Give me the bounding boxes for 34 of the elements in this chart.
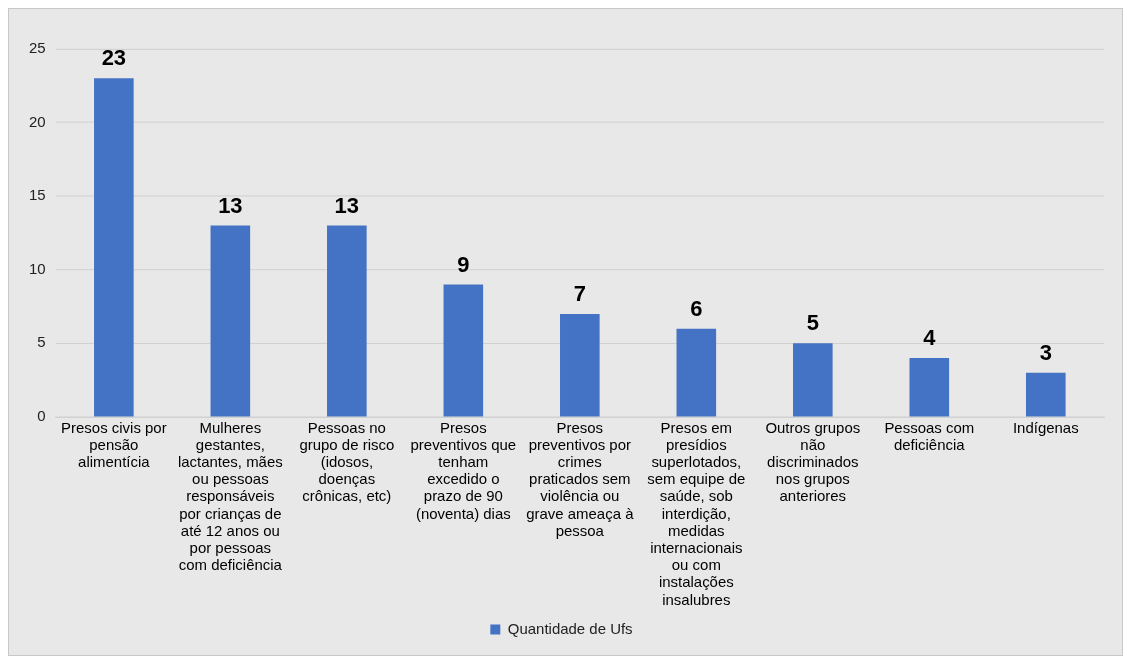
x-tick-label: Outros grupos não discriminados nos grupos anteriores — [765, 418, 861, 505]
x-tick-label: Pessoas no grupo de risco (idosos, doenças crônicas, etc) — [299, 418, 395, 505]
y-tick-label: 0 — [37, 407, 46, 425]
data-label: 5 — [806, 310, 819, 336]
y-tick-label: 15 — [28, 186, 46, 204]
data-label: 6 — [690, 295, 703, 321]
bar — [560, 313, 600, 417]
data-label: 13 — [218, 192, 243, 218]
x-tick-label: Presos preventivos que tenham excedido o prazo de 90 (noventa) dias — [410, 418, 517, 522]
y-tick-label: 10 — [28, 259, 46, 277]
bar — [210, 225, 251, 417]
data-label: 23 — [101, 45, 127, 71]
bar — [909, 358, 950, 417]
data-label: 7 — [573, 281, 586, 307]
bar — [1025, 372, 1066, 417]
data-label: 9 — [457, 251, 470, 277]
category-label: Presos em presídios superlotados, sem equipe de saúde, sob interdição, medidas internacionais ou com instalações insalubres — [647, 418, 746, 608]
data-label: 3 — [1039, 339, 1052, 365]
x-tick-label: Presos preventivos por crimes praticados sem violência ou grave ameaça à pessoa — [526, 418, 635, 539]
x-tick-label: Presos civis por pensão alimentícia — [61, 418, 167, 471]
data-label: 13 — [334, 192, 360, 218]
y-tick-label: 5 — [37, 333, 46, 351]
bar — [94, 78, 134, 417]
bar — [793, 343, 833, 417]
bar — [676, 328, 717, 417]
legend-label: Quantidade de Ufs — [507, 619, 633, 637]
x-tick-label: Pessoas com deficiência — [884, 418, 975, 453]
y-tick-label: 25 — [28, 39, 46, 56]
y-tick-label: 20 — [28, 112, 46, 130]
x-tick-label: Indígenas — [1012, 418, 1079, 436]
data-label: 4 — [923, 325, 937, 351]
bar — [327, 225, 367, 417]
category-label: Mulheres gestantes, lactantes, mães ou pessoas responsáveis por crianças de até 12 anos ou por pessoas com deficiência — [177, 418, 283, 574]
bar — [443, 284, 484, 417]
